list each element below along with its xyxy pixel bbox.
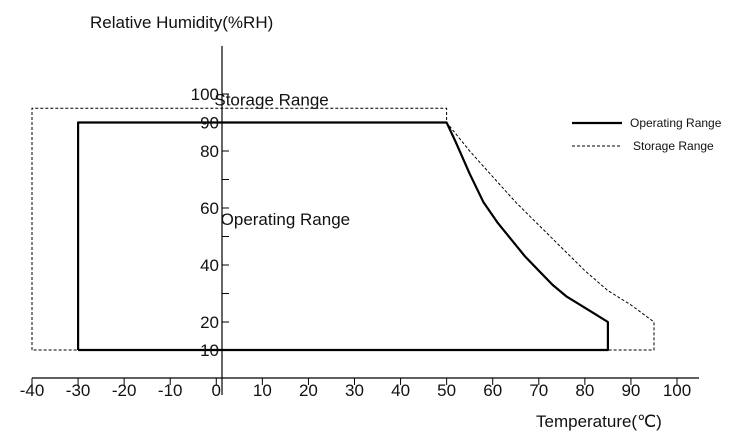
y-tick-label: 40	[200, 256, 219, 275]
x-tick-label: 10	[253, 381, 272, 400]
legend-label: Storage Range	[633, 139, 714, 153]
y-tick-label: 80	[200, 142, 219, 161]
x-tick-label: 80	[575, 381, 594, 400]
series-line-storage	[31, 107, 655, 351]
region-label: Storage Range	[214, 90, 328, 109]
y-tick-label: 90	[200, 114, 219, 133]
x-tick-label: 70	[529, 381, 548, 400]
y-tick-label: 60	[200, 199, 219, 218]
x-tick-label: 60	[483, 381, 502, 400]
x-tick-label: 90	[621, 381, 640, 400]
x-tick-label: 50	[437, 381, 456, 400]
series-line-operating	[77, 121, 609, 352]
x-tick-label: -10	[158, 381, 183, 400]
y-tick-label: 20	[200, 313, 219, 332]
x-tick-label: -30	[66, 381, 91, 400]
x-tick-label: 100	[663, 381, 691, 400]
x-tick-label: 30	[345, 381, 364, 400]
y-tick-label: 10	[200, 341, 219, 360]
region-label: Operating Range	[221, 210, 350, 229]
x-tick-label: -20	[112, 381, 137, 400]
x-axis-title: Temperature(℃)	[536, 412, 662, 431]
x-tick-label: 20	[299, 381, 318, 400]
legend-label: Operating Range	[630, 116, 722, 130]
x-tick-label: 0	[212, 381, 221, 400]
x-tick-label: 40	[391, 381, 410, 400]
y-axis-title: Relative Humidity(%RH)	[90, 13, 273, 32]
y-tick-label: 100	[191, 85, 219, 104]
x-tick-label: -40	[20, 381, 45, 400]
